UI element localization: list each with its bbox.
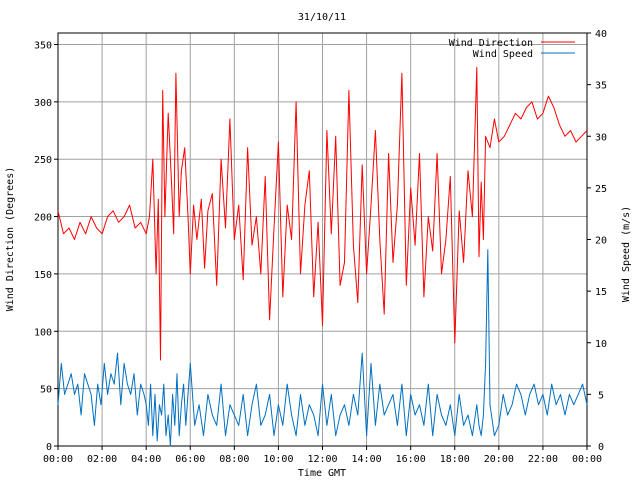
right-tick-label: 15 xyxy=(595,287,607,298)
left-axis-label: Wind Direction (Degrees) xyxy=(5,167,16,312)
right-tick-label: 0 xyxy=(598,442,604,453)
x-tick-label: 08:00 xyxy=(219,454,249,465)
chart-title: 31/10/11 xyxy=(298,12,346,23)
x-tick-label: 20:00 xyxy=(484,454,514,465)
left-tick-label: 100 xyxy=(34,327,52,338)
left-tick-label: 150 xyxy=(34,270,52,281)
right-tick-label: 5 xyxy=(598,390,604,401)
right-tick-label: 10 xyxy=(595,339,607,350)
right-tick-label: 25 xyxy=(595,184,607,195)
right-axis-label: Wind Speed (m/s) xyxy=(621,206,632,302)
left-tick-label: 200 xyxy=(34,213,52,224)
x-tick-label: 12:00 xyxy=(307,454,337,465)
legend-label-wind-speed: Wind Speed xyxy=(473,49,533,60)
x-tick-label: 18:00 xyxy=(440,454,470,465)
x-axis-label: Time GMT xyxy=(298,468,346,479)
right-tick-label: 30 xyxy=(595,132,607,143)
series-line-wind-speed xyxy=(57,249,588,447)
right-axis-ticks: 0 5 10 15 20 25 30 35 40 xyxy=(587,29,607,453)
x-tick-label: 14:00 xyxy=(352,454,382,465)
x-axis-ticks: 00:00 02:00 04:00 06:00 08:00 10:00 12:00 14:00… xyxy=(43,446,602,465)
x-tick-label: 02:00 xyxy=(87,454,117,465)
x-tick-label: 06:00 xyxy=(175,454,205,465)
legend-label-wind-direction: Wind Direction xyxy=(449,38,533,49)
left-tick-label: 0 xyxy=(46,442,52,453)
left-tick-label: 250 xyxy=(34,155,52,166)
left-axis-ticks: 0 50 100 150 200 250 300 350 xyxy=(34,40,58,453)
grid xyxy=(58,33,587,446)
right-tick-label: 20 xyxy=(595,236,607,247)
series-line-wind-direction xyxy=(57,66,588,361)
left-tick-label: 50 xyxy=(40,385,52,396)
x-tick-label: 00:00 xyxy=(572,454,602,465)
right-tick-label: 35 xyxy=(595,81,607,92)
series-layer xyxy=(57,66,588,447)
x-tick-label: 22:00 xyxy=(528,454,558,465)
left-tick-label: 300 xyxy=(34,98,52,109)
left-tick-label: 350 xyxy=(34,40,52,51)
x-tick-label: 16:00 xyxy=(396,454,426,465)
right-tick-label: 40 xyxy=(595,29,607,40)
legend: Wind Direction Wind Speed xyxy=(449,38,575,60)
x-tick-label: 00:00 xyxy=(43,454,73,465)
x-tick-label: 10:00 xyxy=(263,454,293,465)
x-tick-label: 04:00 xyxy=(131,454,161,465)
